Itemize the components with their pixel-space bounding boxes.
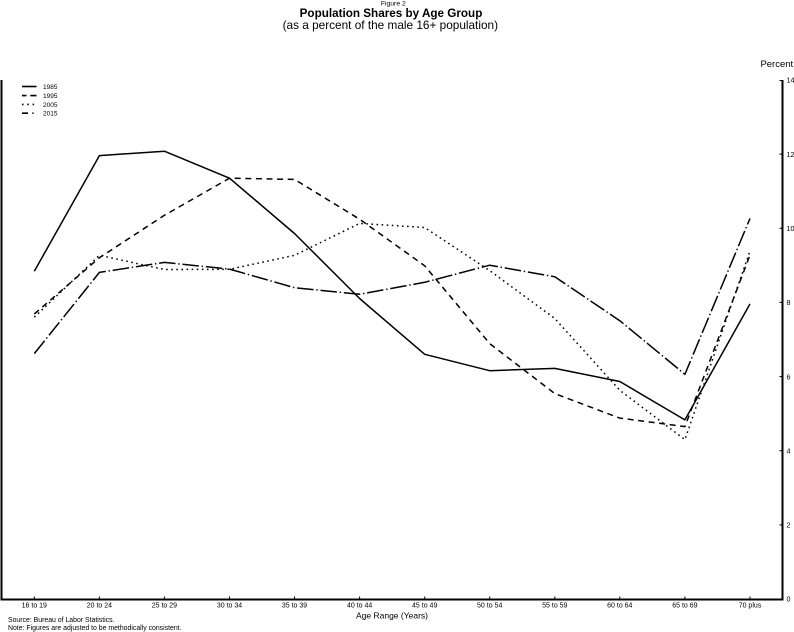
- svg-text:Age Range (Years): Age Range (Years): [356, 611, 428, 621]
- svg-text:65 to 69: 65 to 69: [672, 603, 697, 610]
- svg-text:Note: Figures are adjusted to: Note: Figures are adjusted to be methodi…: [8, 625, 182, 632]
- svg-text:0: 0: [787, 595, 791, 604]
- svg-text:4: 4: [787, 446, 791, 455]
- svg-text:45 to 49: 45 to 49: [412, 603, 437, 610]
- svg-text:25 to 29: 25 to 29: [152, 603, 177, 610]
- svg-text:16 to 19: 16 to 19: [22, 603, 47, 610]
- svg-text:8: 8: [787, 298, 791, 307]
- svg-text:1985: 1985: [43, 84, 58, 91]
- svg-text:12: 12: [787, 150, 794, 159]
- svg-text:2: 2: [787, 521, 791, 530]
- svg-text:Population Shares by Age Group: Population Shares by Age Group: [300, 7, 483, 20]
- svg-text:14: 14: [787, 76, 794, 85]
- svg-text:2015: 2015: [43, 111, 58, 118]
- svg-text:35 to 39: 35 to 39: [282, 603, 307, 610]
- svg-text:Source: Bureau of Labor Statis: Source: Bureau of Labor Statistics.: [8, 617, 115, 624]
- svg-text:10: 10: [787, 224, 794, 233]
- svg-text:2005: 2005: [43, 102, 58, 109]
- svg-text:6: 6: [787, 372, 791, 381]
- svg-text:55 to 59: 55 to 59: [542, 603, 567, 610]
- svg-text:20 to 24: 20 to 24: [87, 603, 112, 610]
- svg-text:1995: 1995: [43, 93, 58, 100]
- svg-text:60 to 64: 60 to 64: [607, 603, 632, 610]
- svg-text:Percent: Percent: [760, 59, 793, 70]
- svg-text:(as a percent of the male 16+: (as a percent of the male 16+ population…: [283, 18, 499, 32]
- svg-text:40 to 44: 40 to 44: [347, 603, 372, 610]
- svg-text:Figure 2: Figure 2: [381, 0, 406, 7]
- svg-text:30 to 34: 30 to 34: [217, 603, 242, 610]
- svg-text:50 to 54: 50 to 54: [477, 603, 502, 610]
- svg-text:70 plus: 70 plus: [739, 603, 762, 610]
